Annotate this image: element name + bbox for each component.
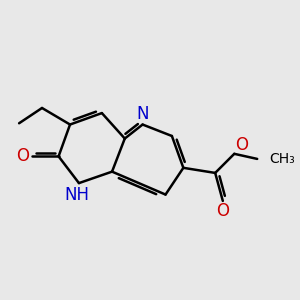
Text: NH: NH: [64, 186, 89, 204]
Text: N: N: [136, 105, 149, 123]
Text: O: O: [216, 202, 229, 220]
Text: O: O: [236, 136, 248, 154]
Text: O: O: [16, 147, 29, 165]
Text: CH₃: CH₃: [269, 152, 295, 166]
